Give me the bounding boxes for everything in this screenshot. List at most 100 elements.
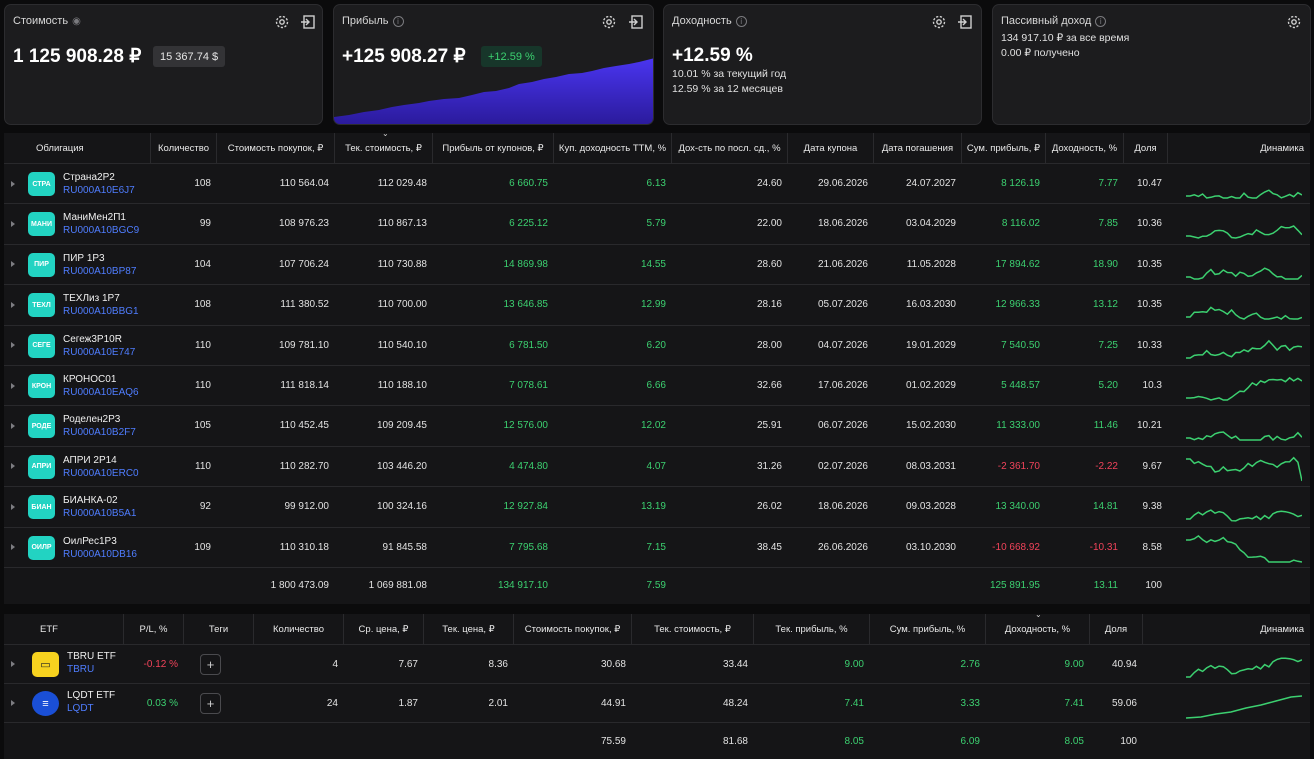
expand-arrow-icon[interactable]: [11, 342, 15, 349]
export-icon[interactable]: [299, 13, 317, 31]
expand-arrow-icon[interactable]: [11, 422, 15, 429]
etf-header-3[interactable]: Количество: [254, 614, 344, 644]
export-icon[interactable]: [627, 13, 645, 31]
settings-gear-icon[interactable]: [600, 13, 618, 31]
etf-header-12[interactable]: Динамика: [1260, 623, 1304, 635]
expand-arrow-icon[interactable]: [11, 261, 15, 268]
etf-header-6[interactable]: Стоимость покупок, ₽: [514, 614, 632, 644]
etf-header-8[interactable]: Тек. прибыль, %: [754, 614, 870, 644]
bonds-header-4[interactable]: Прибыль от купонов, ₽: [433, 133, 554, 163]
yield-12m: 12.59 % за 12 месяцев: [672, 83, 783, 95]
bonds-header-2[interactable]: Стоимость покупок, ₽: [217, 133, 335, 163]
bonds-header-6[interactable]: Дох-сть по посл. сд., %: [672, 133, 788, 163]
bond-isin[interactable]: RU000A10B5A1: [63, 508, 137, 520]
bond-name[interactable]: КРОНОС01: [63, 374, 117, 385]
bond-row[interactable]: СЕГЕ Сегеж3Р10R RU000A10E747 110 109 781.10 1…: [4, 324, 1310, 365]
bond-cur: 110 540.10: [377, 339, 427, 351]
bond-row[interactable]: РОДЕ Роделен2Р3 RU000A10B2F7 105 110 452.45 1…: [4, 405, 1310, 445]
bond-row[interactable]: БИАН БИАНКА-02 RU000A10B5A1 92 99 912.00 100 …: [4, 486, 1310, 526]
expand-arrow-icon[interactable]: [11, 301, 15, 308]
bond-sum: 7 540.50: [1001, 339, 1040, 351]
expand-arrow-icon[interactable]: [11, 544, 15, 551]
bond-isin[interactable]: RU000A10B2F7: [63, 427, 136, 439]
bond-row[interactable]: СТРА Страна2Р2 RU000A10E6J7 108 110 564.04 11…: [4, 163, 1310, 203]
etf-header-2[interactable]: Теги: [184, 614, 254, 644]
bond-isin[interactable]: RU000A10DB16: [63, 548, 137, 560]
bonds-header-3[interactable]: Тек. стоимость, ₽: [335, 133, 433, 163]
bond-row[interactable]: ОИЛР ОилРес1Р3 RU000A10DB16 109 110 310.18 91…: [4, 526, 1310, 567]
bond-row[interactable]: АПРИ АПРИ 2Р14 RU000A10ERC0 110 110 282.70 10…: [4, 445, 1310, 486]
etf-header-4[interactable]: Ср. цена, ₽: [344, 614, 424, 644]
bond-isin[interactable]: RU000A10ERC0: [63, 467, 139, 479]
bond-logo: РОДЕ: [28, 414, 55, 439]
bonds-header-10[interactable]: Доходность, %: [1046, 133, 1124, 163]
settings-gear-icon[interactable]: [930, 13, 948, 31]
etf-header-11[interactable]: Доля: [1090, 614, 1143, 644]
expand-arrow-icon[interactable]: [11, 463, 15, 470]
info-icon[interactable]: i: [1095, 15, 1107, 27]
bonds-header-9[interactable]: Сум. прибыль, ₽: [962, 133, 1046, 163]
bond-name[interactable]: ОилРес1Р3: [63, 535, 117, 547]
sort-chevron-icon[interactable]: ⌄: [1035, 610, 1042, 619]
etf-header-7[interactable]: Тек. стоимость, ₽: [632, 614, 754, 644]
bond-isin[interactable]: RU000A10E6J7: [63, 185, 135, 196]
expand-arrow-icon[interactable]: [11, 661, 15, 667]
bonds-header-12[interactable]: Динамика: [1260, 142, 1304, 154]
bond-isin[interactable]: RU000A10BBG1: [63, 306, 139, 318]
bond-row[interactable]: КРОН КРОНОС01 RU000A10EAQ6 110 111 818.14 110…: [4, 365, 1310, 405]
bond-name[interactable]: Страна2Р2: [63, 172, 115, 183]
add-tag-button[interactable]: +: [200, 693, 221, 714]
bonds-header-7[interactable]: Дата купона: [788, 133, 874, 163]
etf-header-10[interactable]: Доходность, %: [986, 614, 1090, 644]
info-icon[interactable]: i: [735, 15, 747, 27]
bond-isin[interactable]: RU000A10BGC9: [63, 225, 140, 237]
bonds-header-5[interactable]: Куп. доходность TTM, %: [554, 133, 672, 163]
etf-ticker[interactable]: LQDT: [67, 703, 94, 714]
bonds-header-1[interactable]: Количество: [151, 133, 217, 163]
export-icon[interactable]: [956, 13, 974, 31]
sort-chevron-icon[interactable]: ⌄: [382, 129, 389, 138]
etf-header-5[interactable]: Тек. цена, ₽: [424, 614, 514, 644]
expand-arrow-icon[interactable]: [11, 382, 15, 389]
bond-name[interactable]: ПИР 1Р3: [63, 252, 105, 264]
settings-gear-icon[interactable]: [1285, 13, 1303, 31]
etf-name[interactable]: TBRU ETF: [67, 651, 116, 662]
expand-arrow-icon[interactable]: [11, 180, 15, 187]
bond-name[interactable]: БИАНКА-02: [63, 495, 118, 507]
etf-row[interactable]: ▭ TBRU ETF TBRU -0.12 % +4 7.67 8.36 30.68 33.44…: [4, 644, 1310, 683]
yield-card-title: Доходность: [672, 15, 732, 27]
bonds-header-8[interactable]: Дата погашения: [874, 133, 962, 163]
bond-isin[interactable]: RU000A10E747: [63, 346, 136, 358]
bond-row[interactable]: ПИР ПИР 1Р3 RU000A10BP87 104 107 706.24 110 7…: [4, 243, 1310, 284]
bond-row[interactable]: МАНИ МаниМен2П1 RU000A10BGC9 99 108 976.23 11…: [4, 203, 1310, 243]
info-icon[interactable]: i: [392, 15, 404, 27]
etf-cur: 33.44: [722, 658, 748, 670]
expand-arrow-icon[interactable]: [11, 503, 15, 510]
bond-last: 24.60: [756, 178, 782, 189]
settings-gear-icon[interactable]: [273, 13, 291, 31]
bond-share: 10.33: [1136, 339, 1162, 351]
bond-name[interactable]: АПРИ 2Р14: [63, 454, 117, 466]
bond-name[interactable]: ТЕХЛиз 1Р7: [63, 293, 120, 305]
etf-header-1[interactable]: P/L, %: [124, 614, 184, 644]
bond-last: 28.60: [756, 258, 782, 270]
etf-name[interactable]: LQDT ETF: [67, 690, 116, 701]
bond-name[interactable]: МаниМен2П1: [63, 212, 126, 224]
etf-header-9[interactable]: Сум. прибыль, %: [870, 614, 986, 644]
expand-arrow-icon[interactable]: [11, 700, 15, 706]
bond-isin[interactable]: RU000A10EAQ6: [63, 387, 139, 398]
bond-isin[interactable]: RU000A10BP87: [63, 265, 137, 277]
bond-name[interactable]: Сегеж3Р10R: [63, 333, 122, 345]
bond-yld: 13.12: [1092, 299, 1118, 311]
etf-ticker[interactable]: TBRU: [67, 664, 95, 675]
bonds-header-11[interactable]: Доля: [1124, 133, 1168, 163]
bond-name[interactable]: Роделен2Р3: [63, 414, 121, 426]
add-tag-button[interactable]: +: [200, 654, 221, 675]
bond-row[interactable]: ТЕХЛ ТЕХЛиз 1Р7 RU000A10BBG1 108 111 380.52 1…: [4, 284, 1310, 324]
etf-header-0[interactable]: ETF: [4, 614, 124, 644]
eye-icon[interactable]: ◉: [72, 15, 81, 27]
expand-arrow-icon[interactable]: [11, 220, 15, 227]
etf-row[interactable]: ≡ LQDT ETF LQDT 0.03 % +24 1.87 2.01 44.91 48.24…: [4, 683, 1310, 722]
bonds-header-0[interactable]: Облигация: [4, 133, 151, 163]
bond-share: 10.35: [1136, 258, 1162, 270]
